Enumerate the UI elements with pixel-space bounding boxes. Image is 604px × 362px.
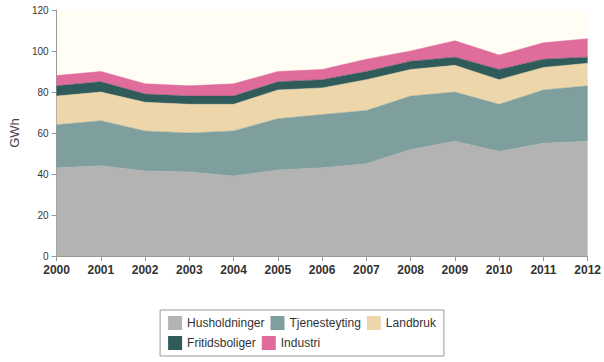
svg-text:Industri: Industri bbox=[281, 336, 320, 350]
svg-text:2006: 2006 bbox=[309, 263, 336, 277]
svg-text:20: 20 bbox=[37, 210, 49, 221]
svg-text:2007: 2007 bbox=[353, 263, 380, 277]
svg-text:Landbruk: Landbruk bbox=[386, 316, 437, 330]
svg-text:100: 100 bbox=[32, 46, 49, 57]
svg-text:2003: 2003 bbox=[176, 263, 203, 277]
svg-text:2009: 2009 bbox=[442, 263, 469, 277]
svg-text:120: 120 bbox=[32, 5, 49, 16]
svg-text:2010: 2010 bbox=[486, 263, 513, 277]
svg-text:60: 60 bbox=[37, 128, 49, 139]
svg-text:0: 0 bbox=[43, 251, 49, 262]
svg-text:2012: 2012 bbox=[574, 263, 601, 277]
svg-text:GWh: GWh bbox=[7, 118, 22, 148]
svg-text:2005: 2005 bbox=[265, 263, 292, 277]
svg-text:80: 80 bbox=[37, 87, 49, 98]
svg-text:2011: 2011 bbox=[530, 263, 556, 277]
svg-text:2002: 2002 bbox=[132, 263, 159, 277]
svg-text:Tjenesteyting: Tjenesteyting bbox=[289, 316, 360, 330]
svg-text:2008: 2008 bbox=[397, 263, 424, 277]
svg-text:40: 40 bbox=[37, 169, 49, 180]
svg-text:Husholdninger: Husholdninger bbox=[187, 316, 264, 330]
svg-text:Fritidsboliger: Fritidsboliger bbox=[187, 336, 256, 350]
svg-text:2004: 2004 bbox=[220, 263, 247, 277]
svg-text:2000: 2000 bbox=[43, 263, 70, 277]
svg-text:2001: 2001 bbox=[87, 263, 114, 277]
